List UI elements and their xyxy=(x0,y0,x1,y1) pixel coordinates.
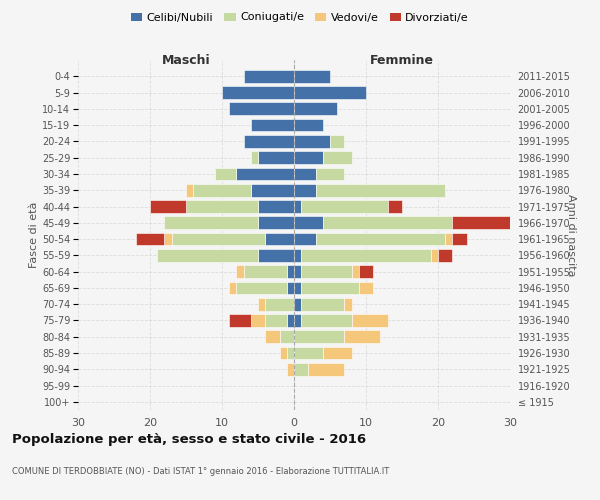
Bar xyxy=(287,314,294,327)
Bar xyxy=(258,249,294,262)
Bar xyxy=(301,314,352,327)
Bar xyxy=(294,200,301,213)
Bar xyxy=(265,314,287,327)
Text: Maschi: Maschi xyxy=(161,54,211,66)
Bar xyxy=(323,346,352,360)
Bar xyxy=(265,330,280,343)
Bar xyxy=(215,168,236,180)
Bar xyxy=(164,216,258,229)
Bar xyxy=(301,266,352,278)
Text: COMUNE DI TERDOBBIATE (NO) - Dati ISTAT 1° gennaio 2016 - Elaborazione TUTTITALI: COMUNE DI TERDOBBIATE (NO) - Dati ISTAT … xyxy=(12,468,389,476)
Bar xyxy=(294,152,323,164)
Bar xyxy=(301,249,431,262)
Bar xyxy=(258,298,265,310)
Bar xyxy=(431,249,438,262)
Y-axis label: Anni di nascita: Anni di nascita xyxy=(566,194,576,276)
Bar xyxy=(294,298,301,310)
Bar xyxy=(258,200,294,213)
Bar xyxy=(150,200,186,213)
Bar xyxy=(157,249,258,262)
Bar xyxy=(280,346,287,360)
Bar xyxy=(316,232,445,245)
Bar xyxy=(301,200,388,213)
Bar xyxy=(294,86,366,99)
Bar xyxy=(388,200,402,213)
Bar xyxy=(301,298,344,310)
Bar xyxy=(452,216,510,229)
Bar xyxy=(294,249,301,262)
Bar xyxy=(236,266,244,278)
Bar xyxy=(287,282,294,294)
Bar xyxy=(308,363,344,376)
Bar xyxy=(323,152,352,164)
Bar xyxy=(344,298,352,310)
Text: Popolazione per età, sesso e stato civile - 2016: Popolazione per età, sesso e stato civil… xyxy=(12,432,366,446)
Bar xyxy=(251,314,265,327)
Bar xyxy=(229,282,236,294)
Bar xyxy=(445,232,452,245)
Bar xyxy=(164,232,172,245)
Bar xyxy=(294,70,330,82)
Bar xyxy=(316,168,344,180)
Bar xyxy=(251,184,294,196)
Bar xyxy=(294,216,323,229)
Bar xyxy=(330,135,344,147)
Bar xyxy=(280,330,294,343)
Bar xyxy=(294,266,301,278)
Bar xyxy=(294,363,308,376)
Bar xyxy=(323,216,452,229)
Bar xyxy=(193,184,251,196)
Bar xyxy=(251,152,258,164)
Bar xyxy=(294,282,301,294)
Bar xyxy=(265,298,294,310)
Bar xyxy=(136,232,164,245)
Bar xyxy=(222,86,294,99)
Bar xyxy=(244,70,294,82)
Bar xyxy=(294,314,301,327)
Bar xyxy=(236,282,287,294)
Bar xyxy=(229,102,294,115)
Bar xyxy=(359,266,373,278)
Text: Femmine: Femmine xyxy=(370,54,434,66)
Bar xyxy=(352,314,388,327)
Bar xyxy=(287,346,294,360)
Bar xyxy=(301,282,359,294)
Bar xyxy=(287,266,294,278)
Bar xyxy=(172,232,265,245)
Bar xyxy=(294,346,323,360)
Bar xyxy=(258,216,294,229)
Bar xyxy=(236,168,294,180)
Bar xyxy=(258,152,294,164)
Bar xyxy=(294,119,323,132)
Y-axis label: Fasce di età: Fasce di età xyxy=(29,202,39,268)
Bar xyxy=(359,282,373,294)
Legend: Celibi/Nubili, Coniugati/e, Vedovi/e, Divorziati/e: Celibi/Nubili, Coniugati/e, Vedovi/e, Di… xyxy=(127,8,473,27)
Bar xyxy=(452,232,467,245)
Bar xyxy=(265,232,294,245)
Bar xyxy=(287,363,294,376)
Bar xyxy=(294,330,344,343)
Bar xyxy=(352,266,359,278)
Bar xyxy=(186,200,258,213)
Bar xyxy=(244,135,294,147)
Bar xyxy=(294,135,330,147)
Bar xyxy=(251,119,294,132)
Bar xyxy=(344,330,380,343)
Bar xyxy=(316,184,445,196)
Bar xyxy=(294,168,316,180)
Bar xyxy=(294,184,316,196)
Bar xyxy=(186,184,193,196)
Bar xyxy=(294,232,316,245)
Bar xyxy=(438,249,452,262)
Bar xyxy=(294,102,337,115)
Bar xyxy=(244,266,287,278)
Bar xyxy=(229,314,251,327)
